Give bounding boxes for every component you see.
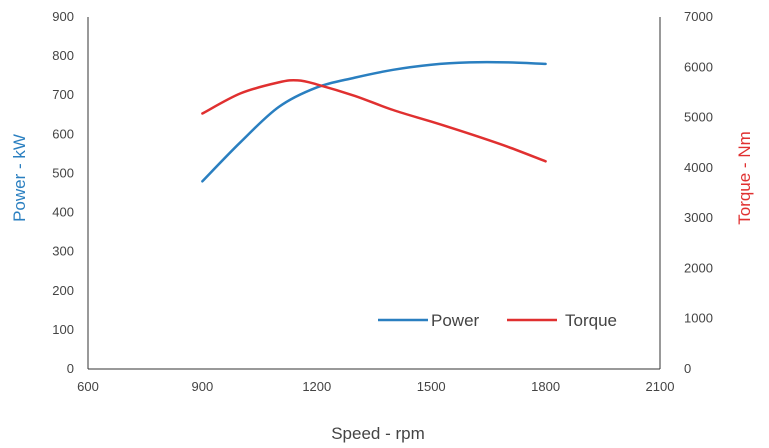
series-lines bbox=[201, 60, 547, 183]
right-y-axis-title: Torque - Nm bbox=[735, 131, 754, 225]
left-y-tick-label: 200 bbox=[52, 283, 74, 298]
left-y-tick-label: 900 bbox=[52, 9, 74, 24]
left-y-ticks: 0 100 200 300 400 500 600 700 800 900 bbox=[52, 9, 74, 376]
left-y-tick-label: 700 bbox=[52, 87, 74, 102]
legend: Power Torque bbox=[378, 311, 617, 330]
left-y-tick-label: 0 bbox=[67, 361, 74, 376]
x-tick-label: 1200 bbox=[302, 379, 331, 394]
x-tick-label: 2100 bbox=[646, 379, 675, 394]
x-tick-label: 600 bbox=[77, 379, 99, 394]
right-y-tick-label: 1000 bbox=[684, 311, 713, 326]
x-axis-title: Speed - rpm bbox=[331, 424, 425, 443]
right-y-tick-label: 3000 bbox=[684, 210, 713, 225]
left-y-tick-label: 600 bbox=[52, 126, 74, 141]
left-y-axis-title: Power - kW bbox=[10, 134, 29, 222]
axes bbox=[87, 17, 661, 370]
left-y-tick-label: 300 bbox=[52, 244, 74, 259]
right-y-ticks: 0 1000 2000 3000 4000 5000 6000 7000 bbox=[684, 9, 713, 376]
right-y-tick-label: 5000 bbox=[684, 110, 713, 125]
right-y-tick-label: 7000 bbox=[684, 9, 713, 24]
right-y-tick-label: 6000 bbox=[684, 59, 713, 74]
series-line-torque bbox=[201, 78, 547, 163]
right-y-tick-label: 0 bbox=[684, 361, 691, 376]
x-tick-label: 900 bbox=[192, 379, 214, 394]
legend-label-torque: Torque bbox=[565, 311, 617, 330]
legend-label-power: Power bbox=[431, 311, 480, 330]
x-tick-label: 1800 bbox=[531, 379, 560, 394]
left-y-tick-label: 400 bbox=[52, 205, 74, 220]
right-y-tick-label: 2000 bbox=[684, 260, 713, 275]
right-y-tick-label: 4000 bbox=[684, 160, 713, 175]
left-y-tick-label: 800 bbox=[52, 48, 74, 63]
series-line-power bbox=[201, 60, 547, 183]
x-ticks: 600 900 1200 1500 1800 2100 bbox=[77, 379, 674, 394]
x-tick-label: 1500 bbox=[417, 379, 446, 394]
left-y-tick-label: 500 bbox=[52, 165, 74, 180]
left-y-tick-label: 100 bbox=[52, 322, 74, 337]
